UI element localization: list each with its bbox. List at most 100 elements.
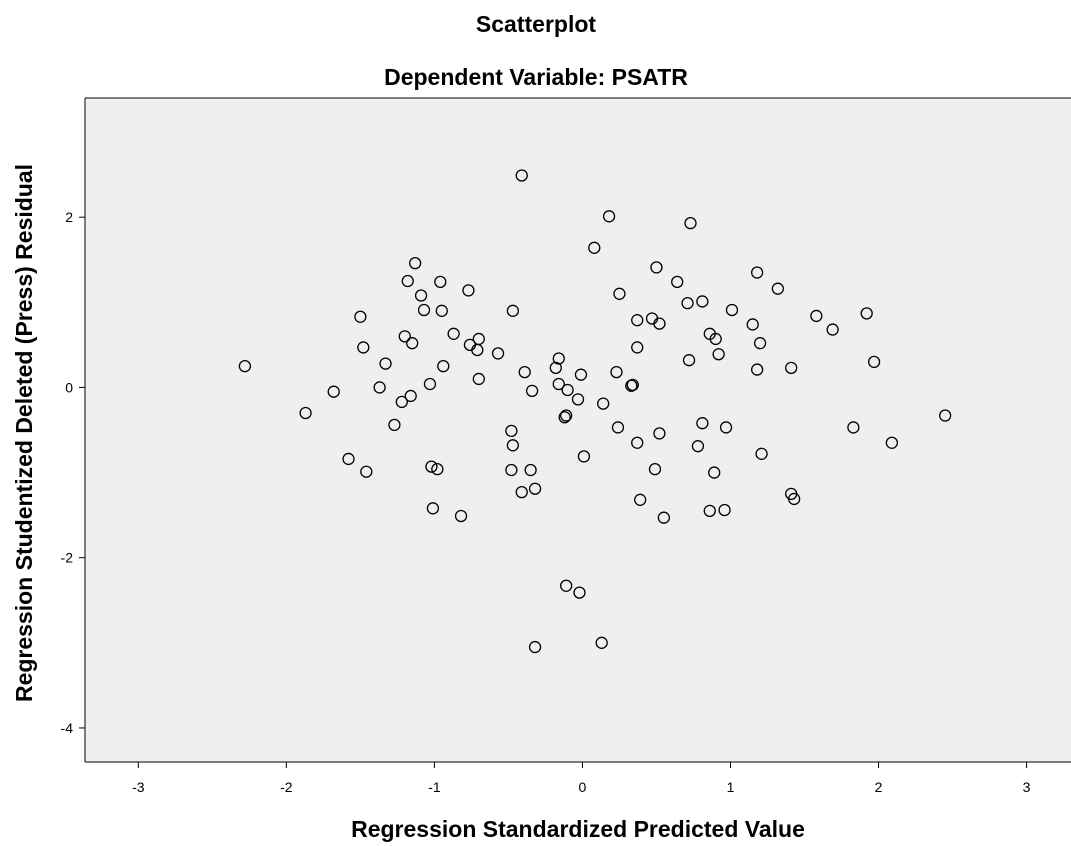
data-point — [561, 383, 574, 397]
x-tick-label: -3 — [132, 779, 145, 795]
x-tick-label: 2 — [875, 779, 883, 795]
data-point — [379, 357, 392, 370]
x-tick-label: 1 — [727, 779, 735, 795]
data-point — [491, 347, 505, 360]
data-point — [725, 303, 739, 317]
data-point — [939, 409, 952, 422]
data-point — [357, 341, 370, 354]
data-point — [577, 450, 591, 463]
data-point — [505, 424, 518, 438]
y-axis-label: Regression Studentized Deleted (Press) R… — [11, 164, 37, 702]
data-point — [696, 417, 709, 430]
data-point — [472, 372, 485, 386]
data-point — [573, 586, 586, 599]
data-point — [653, 427, 666, 440]
data-point — [631, 436, 644, 449]
data-point — [431, 463, 444, 476]
data-point — [631, 341, 644, 354]
data-point — [388, 418, 401, 432]
data-point — [574, 368, 588, 381]
data-point — [404, 389, 417, 403]
plot-area — [85, 98, 1071, 762]
data-point — [650, 261, 663, 274]
data-point — [401, 274, 414, 288]
data-point — [860, 307, 873, 320]
chart-subtitle: Dependent Variable: PSATR — [384, 64, 688, 90]
data-point — [788, 492, 801, 506]
data-point — [610, 365, 623, 379]
data-point — [435, 304, 448, 317]
data-point — [718, 503, 731, 517]
data-point — [595, 636, 608, 649]
data-point — [681, 297, 694, 310]
data-point — [558, 411, 571, 424]
y-tick-label: -4 — [61, 720, 74, 736]
data-point — [657, 511, 671, 524]
data-point — [408, 256, 422, 270]
data-point — [626, 378, 639, 392]
data-point — [434, 275, 447, 289]
data-point — [398, 330, 411, 343]
data-point — [506, 304, 520, 317]
data-point — [395, 395, 408, 409]
data-point — [426, 502, 440, 515]
data-point — [354, 310, 367, 323]
y-axis-ticks: -4 -2 0 2 — [61, 209, 85, 736]
data-point — [571, 393, 585, 406]
data-point — [750, 363, 764, 376]
data-point — [631, 314, 644, 327]
data-point — [691, 440, 705, 453]
data-point — [755, 447, 768, 460]
y-tick-label: 2 — [65, 209, 73, 225]
data-point — [696, 295, 709, 308]
data-point — [518, 365, 531, 379]
data-point — [708, 466, 721, 479]
data-point — [648, 463, 662, 476]
x-tick-label: 3 — [1023, 779, 1031, 795]
data-point — [867, 355, 881, 369]
data-point — [454, 509, 468, 523]
data-point — [847, 421, 860, 434]
data-point — [506, 439, 520, 452]
data-point — [785, 361, 798, 375]
data-point — [373, 381, 386, 394]
data-point — [472, 332, 485, 346]
data-point — [712, 348, 725, 361]
x-tick-label: -2 — [280, 779, 293, 795]
x-tick-label: -1 — [428, 779, 441, 795]
chart-title: Scatterplot — [476, 11, 596, 37]
data-point — [826, 323, 839, 336]
data-point — [611, 421, 625, 434]
data-point — [709, 332, 722, 346]
data-points — [238, 169, 952, 654]
data-point — [417, 303, 431, 317]
data-point — [750, 266, 764, 279]
data-point — [560, 579, 573, 592]
x-tick-label: 0 — [579, 779, 587, 795]
y-tick-label: 0 — [65, 379, 73, 395]
data-point — [552, 377, 565, 391]
data-point — [423, 377, 437, 391]
data-point — [671, 275, 684, 289]
data-point — [524, 463, 537, 477]
data-point — [525, 384, 539, 397]
data-point — [602, 210, 616, 223]
data-point — [746, 318, 759, 331]
data-point — [414, 289, 428, 302]
data-point — [528, 482, 542, 495]
y-tick-label: -2 — [61, 550, 74, 566]
data-point — [327, 385, 340, 398]
data-point — [588, 241, 601, 254]
data-point — [634, 493, 647, 506]
data-point — [684, 216, 697, 230]
data-point — [515, 485, 528, 499]
data-point — [719, 421, 733, 434]
data-point — [238, 360, 252, 373]
data-point — [613, 287, 626, 300]
data-point — [406, 337, 419, 350]
data-point — [810, 309, 823, 323]
data-point — [885, 436, 899, 449]
data-point — [682, 354, 696, 367]
data-point — [342, 452, 355, 466]
